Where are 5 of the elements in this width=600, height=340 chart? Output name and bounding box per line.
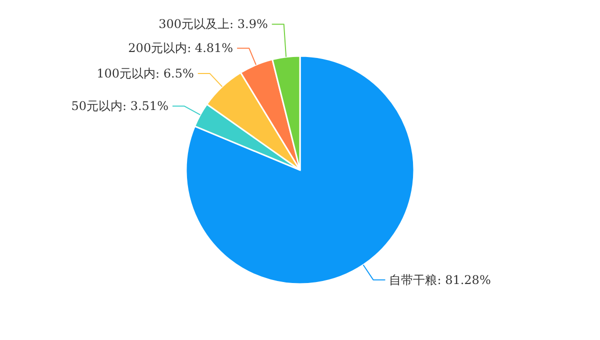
slice-label: 200元以内: 4.81%: [128, 41, 234, 56]
slice-label: 自带干粮: 81.28%: [389, 272, 491, 287]
slice-label: 50元以内: 3.51%: [71, 99, 168, 114]
slice-label: 100元以内: 6.5%: [96, 66, 194, 81]
slice-label: 300元以及上: 3.9%: [158, 17, 268, 32]
